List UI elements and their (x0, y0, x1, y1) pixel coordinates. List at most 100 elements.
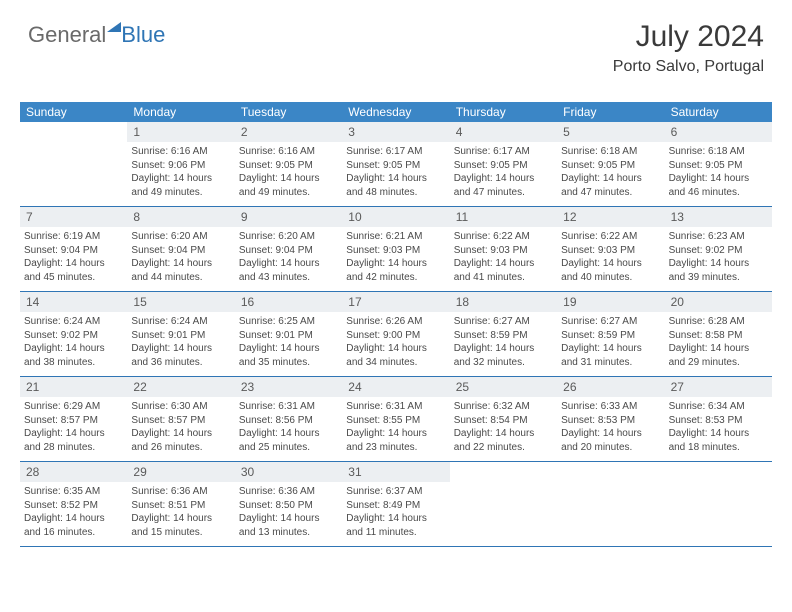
sunrise-text: Sunrise: 6:18 AM (561, 145, 660, 159)
day-number: 18 (450, 292, 557, 312)
day-number: 2 (235, 122, 342, 142)
sunset-text: Sunset: 9:01 PM (131, 329, 230, 343)
daylight-text: Daylight: 14 hours and 49 minutes. (131, 172, 230, 199)
day-cell: 8Sunrise: 6:20 AMSunset: 9:04 PMDaylight… (127, 207, 234, 291)
daylight-text: Daylight: 14 hours and 35 minutes. (239, 342, 338, 369)
day-number: 28 (20, 462, 127, 482)
daylight-text: Daylight: 14 hours and 15 minutes. (131, 512, 230, 539)
daylight-text: Daylight: 14 hours and 43 minutes. (239, 257, 338, 284)
brand-logo: General Blue (28, 22, 165, 48)
week-row: 14Sunrise: 6:24 AMSunset: 9:02 PMDayligh… (20, 292, 772, 377)
daylight-text: Daylight: 14 hours and 13 minutes. (239, 512, 338, 539)
day-cell: 6Sunrise: 6:18 AMSunset: 9:05 PMDaylight… (665, 122, 772, 206)
sunset-text: Sunset: 8:53 PM (669, 414, 768, 428)
sunset-text: Sunset: 9:04 PM (239, 244, 338, 258)
sunrise-text: Sunrise: 6:32 AM (454, 400, 553, 414)
day-number: 9 (235, 207, 342, 227)
sunrise-text: Sunrise: 6:37 AM (346, 485, 445, 499)
day-cell: 12Sunrise: 6:22 AMSunset: 9:03 PMDayligh… (557, 207, 664, 291)
sunset-text: Sunset: 9:05 PM (239, 159, 338, 173)
sunrise-text: Sunrise: 6:28 AM (669, 315, 768, 329)
sunrise-text: Sunrise: 6:36 AM (239, 485, 338, 499)
daylight-text: Daylight: 14 hours and 29 minutes. (669, 342, 768, 369)
dow-col: Monday (127, 102, 234, 122)
week-row: 21Sunrise: 6:29 AMSunset: 8:57 PMDayligh… (20, 377, 772, 462)
sunrise-text: Sunrise: 6:16 AM (239, 145, 338, 159)
day-cell: 26Sunrise: 6:33 AMSunset: 8:53 PMDayligh… (557, 377, 664, 461)
sunset-text: Sunset: 8:59 PM (561, 329, 660, 343)
sunrise-text: Sunrise: 6:31 AM (239, 400, 338, 414)
daylight-text: Daylight: 14 hours and 40 minutes. (561, 257, 660, 284)
daylight-text: Daylight: 14 hours and 36 minutes. (131, 342, 230, 369)
sunrise-text: Sunrise: 6:20 AM (131, 230, 230, 244)
sunset-text: Sunset: 8:56 PM (239, 414, 338, 428)
sunrise-text: Sunrise: 6:23 AM (669, 230, 768, 244)
sunset-text: Sunset: 9:01 PM (239, 329, 338, 343)
daylight-text: Daylight: 14 hours and 18 minutes. (669, 427, 768, 454)
daylight-text: Daylight: 14 hours and 44 minutes. (131, 257, 230, 284)
sunset-text: Sunset: 9:05 PM (561, 159, 660, 173)
header-block: July 2024 Porto Salvo, Portugal (613, 20, 764, 76)
sunset-text: Sunset: 9:03 PM (346, 244, 445, 258)
day-cell: 22Sunrise: 6:30 AMSunset: 8:57 PMDayligh… (127, 377, 234, 461)
sunrise-text: Sunrise: 6:22 AM (561, 230, 660, 244)
sunrise-text: Sunrise: 6:21 AM (346, 230, 445, 244)
sunrise-text: Sunrise: 6:33 AM (561, 400, 660, 414)
day-cell: 11Sunrise: 6:22 AMSunset: 9:03 PMDayligh… (450, 207, 557, 291)
sunset-text: Sunset: 9:05 PM (669, 159, 768, 173)
sunset-text: Sunset: 8:57 PM (24, 414, 123, 428)
sunrise-text: Sunrise: 6:19 AM (24, 230, 123, 244)
day-number: 21 (20, 377, 127, 397)
sunrise-text: Sunrise: 6:30 AM (131, 400, 230, 414)
sunrise-text: Sunrise: 6:26 AM (346, 315, 445, 329)
sunset-text: Sunset: 8:59 PM (454, 329, 553, 343)
dow-col: Sunday (20, 102, 127, 122)
sunrise-text: Sunrise: 6:24 AM (131, 315, 230, 329)
day-cell: 2Sunrise: 6:16 AMSunset: 9:05 PMDaylight… (235, 122, 342, 206)
daylight-text: Daylight: 14 hours and 23 minutes. (346, 427, 445, 454)
sunrise-text: Sunrise: 6:17 AM (454, 145, 553, 159)
sunset-text: Sunset: 9:03 PM (454, 244, 553, 258)
sunset-text: Sunset: 8:54 PM (454, 414, 553, 428)
sunset-text: Sunset: 8:51 PM (131, 499, 230, 513)
sunrise-text: Sunrise: 6:29 AM (24, 400, 123, 414)
sunset-text: Sunset: 8:50 PM (239, 499, 338, 513)
sunset-text: Sunset: 8:49 PM (346, 499, 445, 513)
day-number: 5 (557, 122, 664, 142)
day-cell: 25Sunrise: 6:32 AMSunset: 8:54 PMDayligh… (450, 377, 557, 461)
brand-text-1: General (28, 22, 106, 48)
day-cell: 30Sunrise: 6:36 AMSunset: 8:50 PMDayligh… (235, 462, 342, 546)
sunset-text: Sunset: 9:04 PM (24, 244, 123, 258)
day-cell: 23Sunrise: 6:31 AMSunset: 8:56 PMDayligh… (235, 377, 342, 461)
day-number: 7 (20, 207, 127, 227)
daylight-text: Daylight: 14 hours and 32 minutes. (454, 342, 553, 369)
weeks-container: 1Sunrise: 6:16 AMSunset: 9:06 PMDaylight… (20, 122, 772, 547)
day-cell: 17Sunrise: 6:26 AMSunset: 9:00 PMDayligh… (342, 292, 449, 376)
day-cell (557, 462, 664, 546)
sunset-text: Sunset: 9:05 PM (346, 159, 445, 173)
day-cell: 31Sunrise: 6:37 AMSunset: 8:49 PMDayligh… (342, 462, 449, 546)
day-cell: 15Sunrise: 6:24 AMSunset: 9:01 PMDayligh… (127, 292, 234, 376)
day-number: 4 (450, 122, 557, 142)
dow-col: Saturday (665, 102, 772, 122)
location-subtitle: Porto Salvo, Portugal (613, 58, 764, 76)
daylight-text: Daylight: 14 hours and 11 minutes. (346, 512, 445, 539)
sunrise-text: Sunrise: 6:16 AM (131, 145, 230, 159)
day-number: 10 (342, 207, 449, 227)
sunset-text: Sunset: 9:04 PM (131, 244, 230, 258)
daylight-text: Daylight: 14 hours and 16 minutes. (24, 512, 123, 539)
dow-col: Friday (557, 102, 664, 122)
sunrise-text: Sunrise: 6:24 AM (24, 315, 123, 329)
daylight-text: Daylight: 14 hours and 34 minutes. (346, 342, 445, 369)
sunset-text: Sunset: 9:02 PM (24, 329, 123, 343)
day-cell: 27 Sunrise: 6:34 AMSunset: 8:53 PMDayligh… (665, 377, 772, 461)
day-cell: 16Sunrise: 6:25 AMSunset: 9:01 PMDayligh… (235, 292, 342, 376)
daylight-text: Daylight: 14 hours and 28 minutes. (24, 427, 123, 454)
day-number: 27 (665, 377, 772, 397)
sunrise-text: Sunrise: 6:34 AM (669, 400, 768, 414)
day-number: 13 (665, 207, 772, 227)
daylight-text: Daylight: 14 hours and 47 minutes. (454, 172, 553, 199)
sunrise-text: Sunrise: 6:27 AM (561, 315, 660, 329)
daylight-text: Daylight: 14 hours and 48 minutes. (346, 172, 445, 199)
sunrise-text: Sunrise: 6:35 AM (24, 485, 123, 499)
